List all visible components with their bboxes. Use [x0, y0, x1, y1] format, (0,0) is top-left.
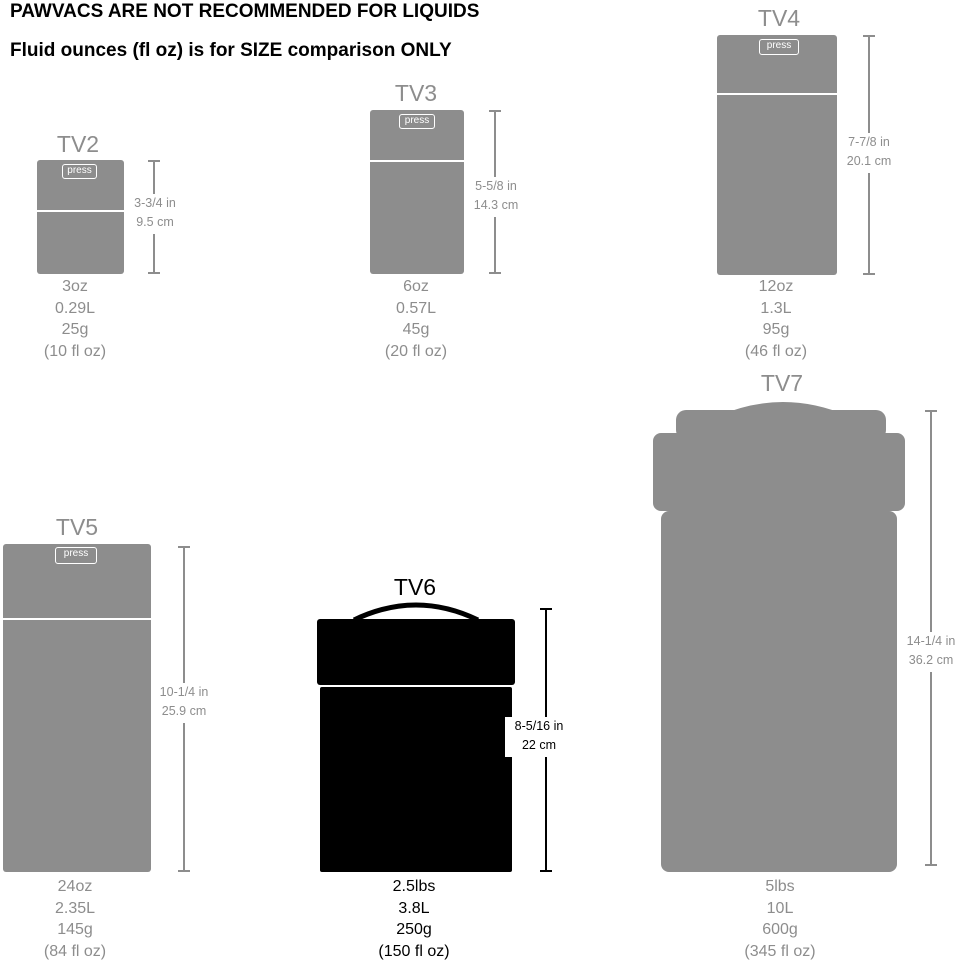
height-cap-top [540, 608, 552, 610]
height-cap-top [925, 410, 937, 412]
container-name: TV3 [394, 80, 438, 106]
height-cap-bottom [863, 273, 875, 275]
spec-volume: 2.35L [54, 899, 96, 917]
height-measurement: 7-7/8 in 20.1 cm [824, 133, 914, 171]
lid-seam [370, 160, 464, 162]
lid-seam [317, 685, 515, 687]
spec-volume: 0.57L [395, 299, 437, 317]
container-specs: 6oz 0.57L 45g (20 fl oz) [346, 276, 486, 362]
spec-mass: 45g [402, 321, 430, 338]
spec-weight: 6oz [403, 278, 429, 295]
spec-mass: 145g [57, 921, 93, 938]
liquids-warning: PAWVACS ARE NOT RECOMMENDED FOR LIQUIDS [10, 1, 480, 22]
spec-weight: 24oz [57, 878, 93, 895]
height-cap-top [489, 110, 501, 112]
height-cap-top [863, 35, 875, 37]
size-comparison-note: Fluid ounces (fl oz) is for SIZE compari… [10, 40, 452, 61]
press-button-label: press [55, 547, 97, 564]
height-measurement: 5-5/8 in 14.3 cm [451, 177, 541, 215]
spec-fluid: (150 fl oz) [378, 942, 450, 960]
spec-mass: 25g [61, 321, 89, 338]
spec-fluid: (20 fl oz) [384, 342, 448, 360]
height-measurement: 14-1/4 in 36.2 cm [886, 632, 961, 670]
container-body: press [717, 35, 837, 275]
container-body [317, 602, 515, 872]
spec-fluid: (84 fl oz) [43, 942, 107, 960]
spec-volume: 10L [766, 899, 794, 917]
container-body: press [370, 110, 464, 274]
container-body: press [37, 160, 124, 274]
height-cap-top [148, 160, 160, 162]
container-specs: 5lbs 10L 600g (345 fl oz) [710, 876, 850, 962]
container-name: TV5 [55, 514, 99, 540]
spec-mass: 250g [396, 921, 432, 938]
height-cm: 25.9 cm [161, 704, 207, 718]
spec-mass: 600g [762, 921, 798, 938]
height-inches: 7-7/8 in [848, 135, 890, 149]
container-specs: 24oz 2.35L 145g (84 fl oz) [5, 876, 145, 962]
height-cm: 36.2 cm [908, 653, 954, 667]
spec-volume: 0.29L [54, 299, 96, 317]
height-inches: 3-3/4 in [134, 196, 176, 210]
height-inches: 8-5/16 in [514, 719, 564, 733]
container-lid [317, 619, 515, 685]
press-button-label: press [399, 114, 435, 129]
height-cm: 9.5 cm [136, 215, 174, 229]
container-body: press [3, 544, 151, 872]
press-button-label: press [62, 164, 97, 179]
height-measurement: 10-1/4 in 25.9 cm [139, 683, 229, 721]
container-lid [653, 433, 905, 511]
lid-seam [3, 618, 151, 620]
height-cap-bottom [178, 870, 190, 872]
spec-weight: 12oz [758, 278, 794, 295]
container-specs: 12oz 1.3L 95g (46 fl oz) [706, 276, 846, 362]
spec-weight: 5lbs [765, 878, 795, 895]
container-body [653, 402, 905, 872]
container-base [661, 511, 897, 872]
height-cap-bottom [925, 864, 937, 866]
height-measurement: 8-5/16 in 22 cm [494, 717, 584, 755]
press-button-label: press [759, 39, 799, 55]
height-cm: 22 cm [521, 738, 557, 752]
height-cap-bottom [540, 870, 552, 872]
lid-seam [37, 210, 124, 212]
spec-weight: 2.5lbs [392, 878, 436, 895]
container-name: TV2 [56, 131, 100, 157]
height-measurement: 3-3/4 in 9.5 cm [110, 194, 200, 232]
container-specs: 2.5lbs 3.8L 250g (150 fl oz) [344, 876, 484, 962]
carry-handle [352, 602, 480, 623]
height-cap-bottom [148, 272, 160, 274]
container-specs: 3oz 0.29L 25g (10 fl oz) [5, 276, 145, 362]
spec-fluid: (345 fl oz) [744, 942, 816, 960]
height-inches: 10-1/4 in [159, 685, 209, 699]
lid-seam [717, 93, 837, 95]
spec-weight: 3oz [62, 278, 88, 295]
container-name: TV4 [757, 5, 801, 31]
spec-fluid: (10 fl oz) [43, 342, 107, 360]
height-cm: 14.3 cm [473, 198, 519, 212]
height-cap-bottom [489, 272, 501, 274]
spec-fluid: (46 fl oz) [744, 342, 808, 360]
height-cm: 20.1 cm [846, 154, 892, 168]
container-base [320, 687, 512, 872]
height-cap-top [178, 546, 190, 548]
height-inches: 5-5/8 in [475, 179, 517, 193]
height-inches: 14-1/4 in [906, 634, 956, 648]
spec-mass: 95g [762, 321, 790, 338]
spec-volume: 1.3L [760, 299, 792, 317]
lid-top [676, 410, 886, 440]
container-name: TV7 [760, 370, 804, 396]
container-name: TV6 [393, 574, 437, 600]
spec-volume: 3.8L [398, 899, 430, 917]
